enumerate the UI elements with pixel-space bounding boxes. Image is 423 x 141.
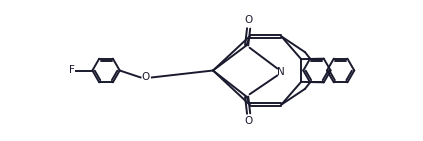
Text: O: O <box>142 72 150 82</box>
Text: F: F <box>69 66 74 75</box>
Text: O: O <box>244 116 253 126</box>
Text: N: N <box>277 67 285 77</box>
Text: O: O <box>244 16 253 25</box>
